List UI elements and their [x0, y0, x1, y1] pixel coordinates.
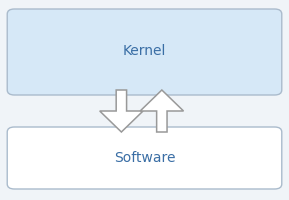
Text: Software: Software	[114, 151, 175, 165]
Text: Kernel: Kernel	[123, 44, 166, 58]
Polygon shape	[140, 90, 184, 132]
FancyBboxPatch shape	[7, 127, 282, 189]
FancyBboxPatch shape	[7, 9, 282, 95]
Polygon shape	[100, 90, 143, 132]
